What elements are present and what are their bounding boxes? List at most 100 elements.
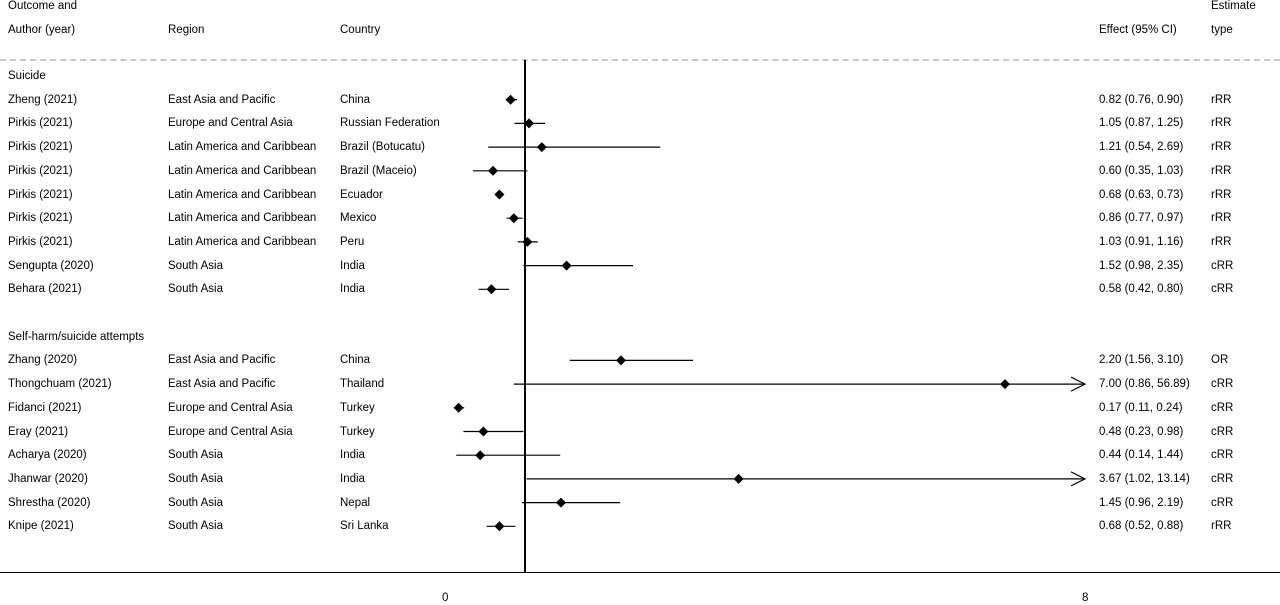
row-region: Europe and Central Asia	[168, 401, 293, 414]
row-estimate-type: OR	[1211, 354, 1229, 367]
row-effect: 1.45 (0.96, 2.19)	[1099, 496, 1184, 509]
row-effect: 0.48 (0.23, 0.98)	[1099, 425, 1184, 438]
point-estimate	[536, 142, 547, 153]
point-estimate	[478, 426, 489, 437]
row-estimate-type: rRR	[1211, 164, 1232, 177]
row-estimate-type: rRR	[1211, 117, 1232, 130]
row-effect: 2.20 (1.56, 3.10)	[1099, 354, 1184, 367]
row-estimate-type: cRR	[1211, 378, 1234, 391]
header-country: Country	[340, 24, 381, 36]
row-estimate-type: rRR	[1211, 520, 1232, 533]
row-country: China	[340, 93, 371, 106]
x-axis-line	[0, 572, 1280, 573]
row-country: Ecuador	[340, 188, 383, 201]
row-estimate-type: rRR	[1211, 93, 1232, 106]
ci-arrow	[1070, 471, 1087, 487]
row-country: Mexico	[340, 212, 377, 225]
row-region: Latin America and Caribbean	[168, 235, 317, 248]
row-estimate-type: rRR	[1211, 141, 1232, 154]
row-region: Europe and Central Asia	[168, 425, 293, 438]
row-author: Knipe (2021)	[8, 520, 74, 533]
row-country: India	[340, 283, 365, 296]
row-author: Pirkis (2021)	[8, 117, 73, 130]
header-estimate-type: type	[1211, 24, 1233, 36]
row-region: South Asia	[168, 496, 223, 509]
row-estimate-type: cRR	[1211, 449, 1234, 462]
row-region: East Asia and Pacific	[168, 93, 276, 106]
row-effect: 0.68 (0.52, 0.88)	[1099, 520, 1184, 533]
row-estimate-type: cRR	[1211, 425, 1234, 438]
row-effect: 3.67 (1.02, 13.14)	[1099, 472, 1190, 485]
row-author: Pirkis (2021)	[8, 141, 73, 154]
row-effect: 1.21 (0.54, 2.69)	[1099, 141, 1184, 154]
point-estimate	[453, 402, 464, 413]
row-effect: 0.86 (0.77, 0.97)	[1099, 212, 1184, 225]
point-estimate	[522, 236, 533, 247]
row-author: Behara (2021)	[8, 283, 82, 296]
header-author-year: Author (year)	[8, 24, 76, 36]
row-author: Fidanci (2021)	[8, 401, 82, 414]
row-country: Sri Lanka	[340, 520, 389, 533]
row-region: South Asia	[168, 449, 223, 462]
row-region: East Asia and Pacific	[168, 354, 276, 367]
row-author: Zhang (2020)	[8, 354, 78, 367]
row-effect: 1.52 (0.98, 2.35)	[1099, 259, 1184, 272]
row-estimate-type: cRR	[1211, 401, 1234, 414]
row-author: Jhanwar (2020)	[8, 472, 88, 485]
row-author: Zheng (2021)	[8, 93, 78, 106]
row-author: Shrestha (2020)	[8, 496, 91, 509]
point-estimate	[494, 521, 505, 532]
row-region: South Asia	[168, 472, 223, 485]
ci-arrow	[1070, 376, 1087, 392]
row-region: Latin America and Caribbean	[168, 188, 317, 201]
row-country: China	[340, 354, 371, 367]
row-country: Nepal	[340, 496, 371, 509]
row-country: Russian Federation	[340, 117, 440, 130]
x-tick-label: 8	[1082, 592, 1089, 604]
row-effect: 0.68 (0.63, 0.73)	[1099, 188, 1184, 201]
row-effect: 0.58 (0.42, 0.80)	[1099, 283, 1184, 296]
row-effect: 1.03 (0.91, 1.16)	[1099, 235, 1184, 248]
row-country: Brazil (Botucatu)	[340, 141, 426, 154]
row-estimate-type: rRR	[1211, 188, 1232, 201]
row-country: India	[340, 449, 365, 462]
row-estimate-type: cRR	[1211, 259, 1234, 272]
row-estimate-type: cRR	[1211, 283, 1234, 296]
group-label: Self-harm/suicide attempts	[8, 330, 145, 343]
group-label: Suicide	[8, 70, 46, 82]
row-author: Sengupta (2020)	[8, 259, 94, 272]
row-estimate-type: rRR	[1211, 235, 1232, 248]
point-estimate	[475, 450, 486, 461]
point-estimate	[733, 473, 744, 484]
point-estimate	[488, 165, 498, 176]
row-region: South Asia	[168, 259, 223, 272]
row-country: Turkey	[340, 401, 375, 414]
row-estimate-type: rRR	[1211, 212, 1232, 225]
row-region: Europe and Central Asia	[168, 117, 293, 130]
row-estimate-type: cRR	[1211, 472, 1234, 485]
point-estimate	[1000, 379, 1010, 390]
row-author: Acharya (2020)	[8, 449, 87, 462]
row-author: Thongchuam (2021)	[8, 378, 112, 391]
row-effect: 1.05 (0.87, 1.25)	[1099, 117, 1184, 130]
row-region: Latin America and Caribbean	[168, 212, 317, 225]
point-estimate	[486, 284, 497, 295]
row-effect: 7.00 (0.86, 56.89)	[1099, 378, 1190, 391]
row-effect: 0.17 (0.11, 0.24)	[1099, 401, 1183, 414]
point-estimate	[524, 118, 534, 129]
point-estimate	[556, 497, 566, 508]
row-author: Eray (2021)	[8, 425, 69, 438]
x-tick-label: 0	[442, 592, 449, 604]
row-country: India	[340, 259, 365, 272]
row-region: East Asia and Pacific	[168, 378, 276, 391]
header-outcome-line1: Outcome and	[8, 0, 78, 12]
row-author: Pirkis (2021)	[8, 212, 73, 225]
header-region: Region	[168, 24, 205, 36]
row-country: Thailand	[340, 378, 385, 391]
row-effect: 0.60 (0.35, 1.03)	[1099, 164, 1184, 177]
row-estimate-type: cRR	[1211, 496, 1234, 509]
point-estimate	[616, 355, 626, 366]
row-author: Pirkis (2021)	[8, 235, 73, 248]
point-estimate	[508, 213, 519, 224]
